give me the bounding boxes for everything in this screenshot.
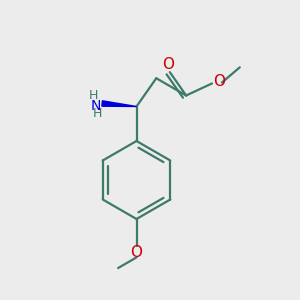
Polygon shape [102,101,136,106]
Text: O: O [213,74,225,89]
Text: H: H [88,89,98,103]
Text: H: H [93,107,103,120]
Text: O: O [162,57,174,72]
Text: N: N [91,99,101,113]
Text: O: O [130,245,142,260]
